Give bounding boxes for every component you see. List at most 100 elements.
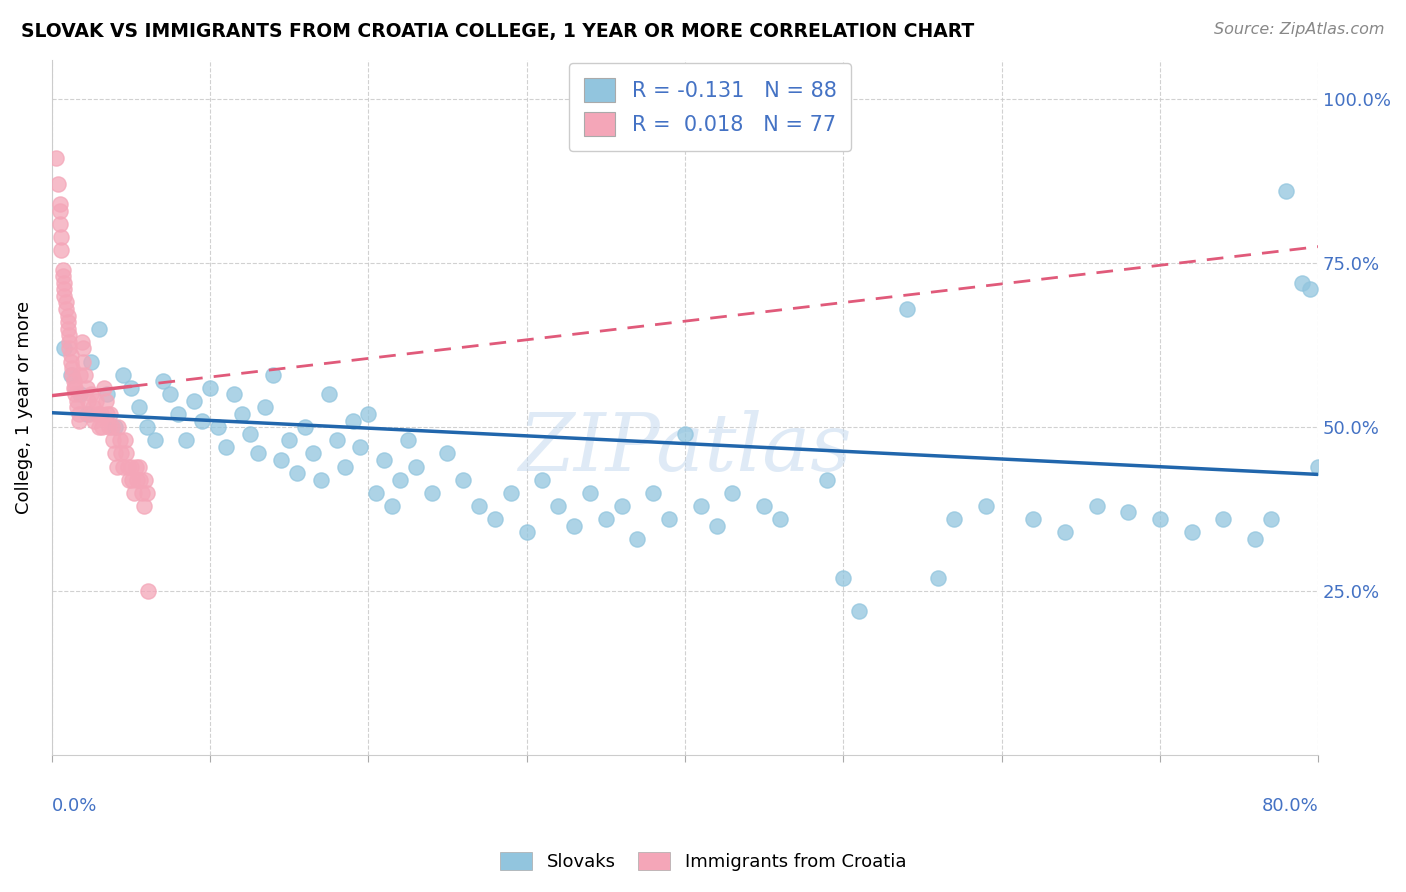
Point (1275, 184, 1298, 198)
Point (943, 512, 966, 526)
Point (752, 499, 775, 513)
Point (134, 473, 156, 487)
Text: Source: ZipAtlas.com: Source: ZipAtlas.com (1215, 22, 1385, 37)
Point (80, 354, 103, 368)
Point (80, 387, 103, 401)
Point (562, 518, 585, 533)
Point (59, 368, 82, 382)
Point (167, 407, 190, 421)
Point (309, 473, 332, 487)
Point (974, 499, 997, 513)
Point (60, 361, 83, 376)
Point (120, 381, 142, 395)
Point (51, 229, 73, 244)
Point (127, 473, 149, 487)
Point (98, 407, 121, 421)
Point (658, 512, 681, 526)
Point (721, 485, 744, 500)
Point (51, 243, 73, 257)
Point (97, 420, 120, 434)
Point (1149, 512, 1171, 526)
Point (120, 459, 142, 474)
Point (436, 446, 458, 460)
Point (128, 459, 150, 474)
Point (325, 434, 347, 448)
Point (103, 434, 125, 448)
Point (689, 499, 711, 513)
Point (63, 381, 86, 395)
Point (1260, 512, 1282, 526)
Point (832, 571, 855, 585)
Point (131, 485, 153, 500)
Legend: R = -0.131   N = 88, R =  0.018   N = 77: R = -0.131 N = 88, R = 0.018 N = 77 (569, 63, 851, 151)
Point (58, 342, 80, 356)
Text: 80.0%: 80.0% (1261, 797, 1319, 815)
Point (115, 446, 138, 460)
Point (191, 414, 214, 428)
Point (83, 414, 105, 428)
Point (927, 571, 949, 585)
Point (643, 485, 665, 500)
Y-axis label: College, 1 year or more: College, 1 year or more (15, 301, 32, 514)
Point (46, 178, 69, 192)
Point (318, 387, 340, 401)
Point (366, 485, 388, 500)
Point (65, 387, 87, 401)
Point (63, 374, 86, 388)
Point (59, 354, 82, 368)
Point (499, 485, 522, 500)
Point (86, 407, 108, 421)
Point (104, 446, 127, 460)
Point (56, 315, 79, 329)
Point (66, 401, 89, 415)
Point (48, 217, 70, 231)
Point (896, 301, 918, 316)
Point (58, 328, 80, 343)
Point (357, 407, 380, 421)
Point (121, 473, 143, 487)
Point (128, 401, 150, 415)
Point (152, 374, 174, 388)
Point (76, 407, 98, 421)
Point (136, 584, 159, 599)
Text: SLOVAK VS IMMIGRANTS FROM CROATIA COLLEGE, 1 YEAR OR MORE CORRELATION CHART: SLOVAK VS IMMIGRANTS FROM CROATIA COLLEG… (21, 22, 974, 41)
Point (52, 262, 75, 277)
Point (388, 473, 411, 487)
Point (484, 512, 506, 526)
Point (73, 368, 96, 382)
Point (848, 604, 870, 618)
Point (72, 342, 94, 356)
Point (516, 525, 538, 540)
Point (294, 420, 316, 434)
Point (58, 334, 80, 349)
Point (45, 151, 67, 165)
Point (231, 407, 253, 421)
Point (1299, 282, 1322, 296)
Point (67, 414, 90, 428)
Point (673, 426, 696, 441)
Point (405, 459, 427, 474)
Point (66, 393, 89, 408)
Point (56, 322, 79, 336)
Point (72, 354, 94, 368)
Point (531, 473, 554, 487)
Point (579, 485, 602, 500)
Point (111, 368, 134, 382)
Point (55, 301, 77, 316)
Point (1116, 506, 1139, 520)
Point (104, 420, 127, 434)
Point (302, 446, 325, 460)
Point (108, 434, 131, 448)
Point (626, 532, 648, 546)
Point (198, 381, 221, 395)
Point (176, 434, 198, 448)
Point (1180, 525, 1202, 540)
Point (76, 381, 98, 395)
Point (53, 276, 76, 290)
Point (67, 407, 90, 421)
Point (706, 518, 728, 533)
Point (1212, 512, 1234, 526)
Point (48, 203, 70, 218)
Point (262, 368, 284, 382)
Point (110, 446, 132, 460)
